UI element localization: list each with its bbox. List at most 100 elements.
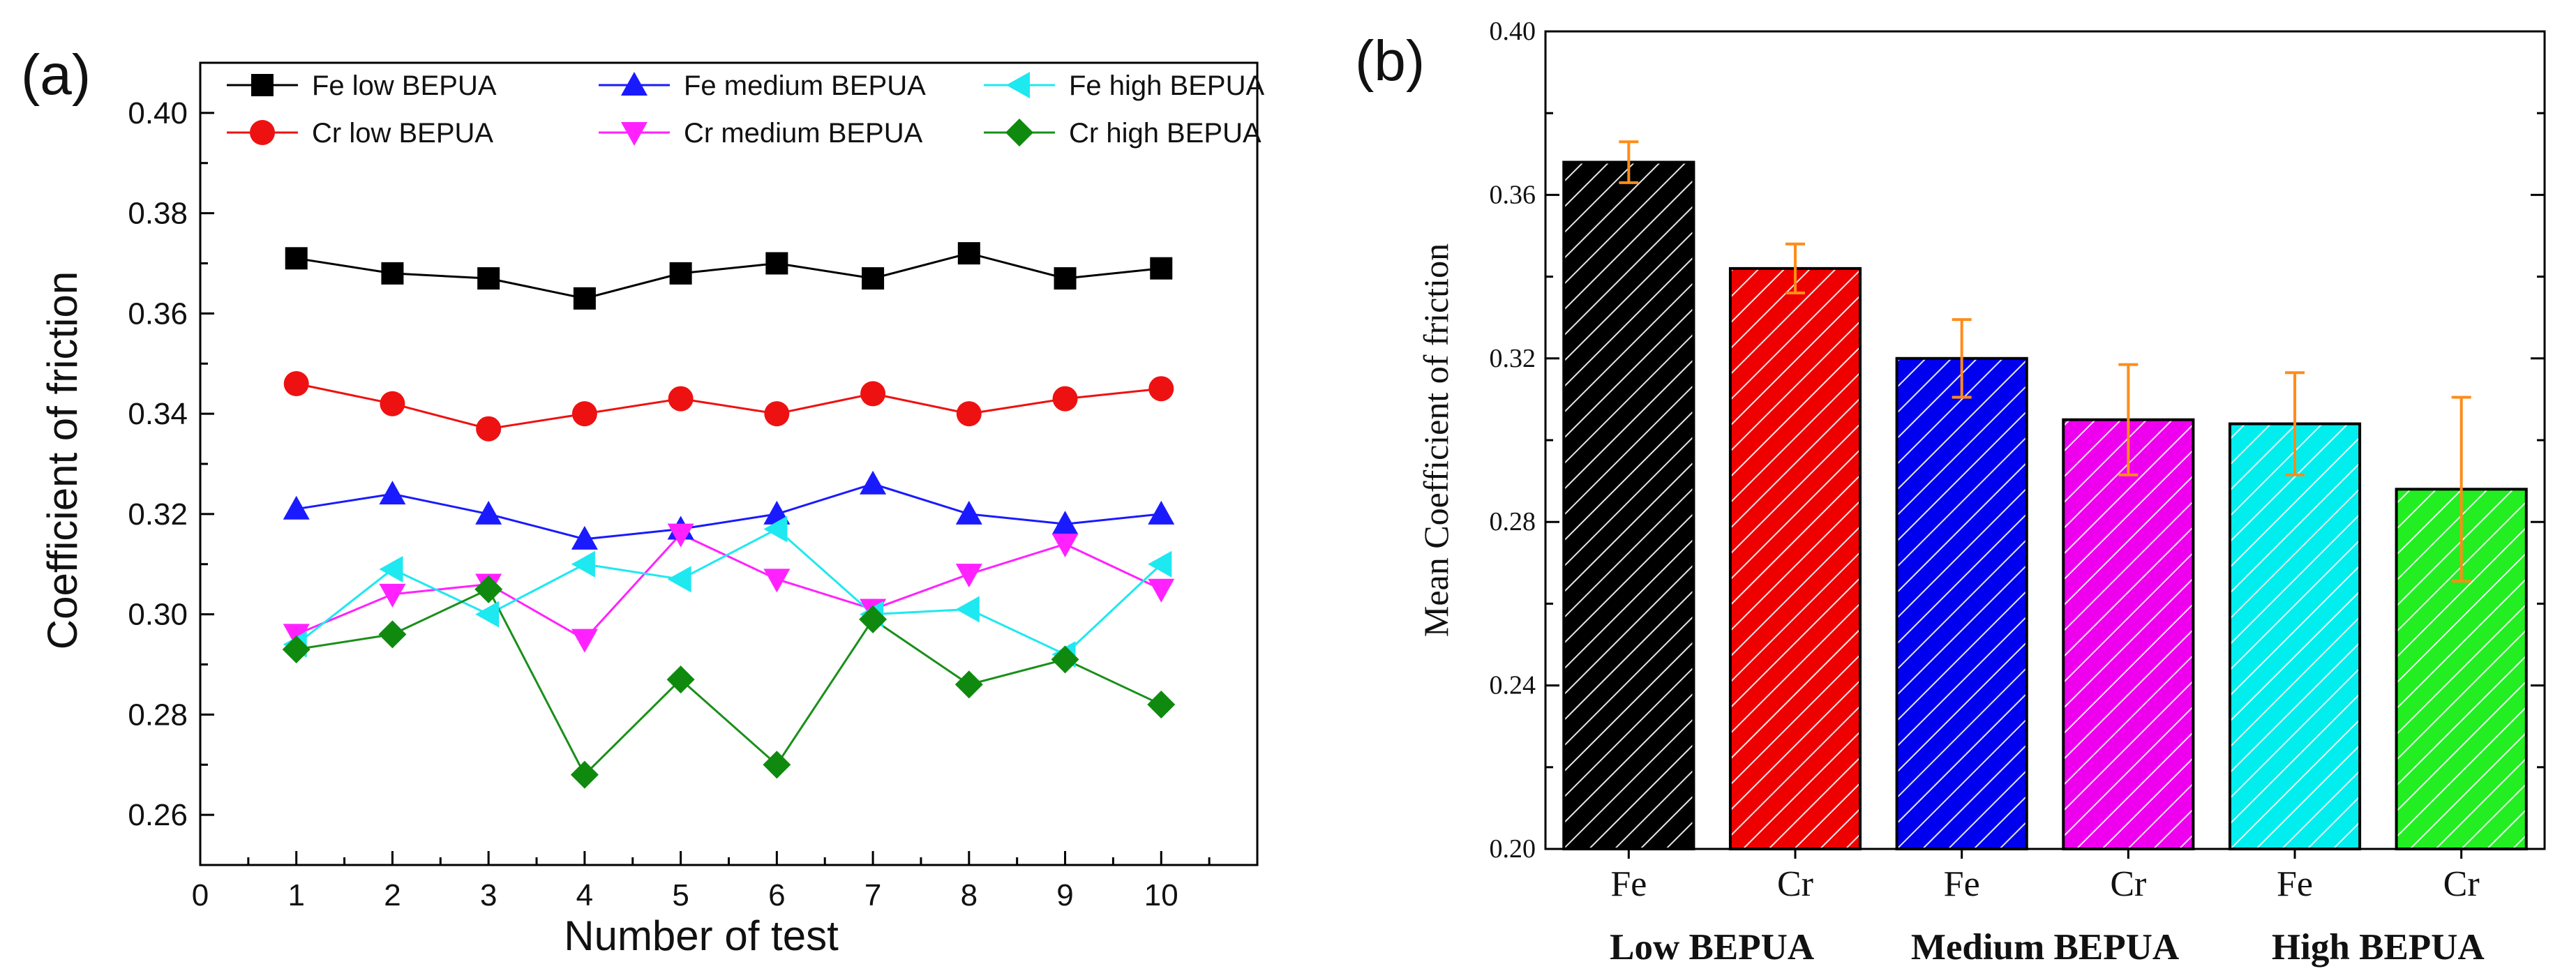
series-lines-a: [295, 252, 1162, 777]
data-point-cr-high-bepua: [763, 751, 791, 779]
data-point-cr-low-bepua: [1148, 376, 1174, 402]
group-label-b: Low BEPUA: [1610, 927, 1814, 968]
data-point-fe-high-bepua: [763, 516, 788, 543]
plot-frame-a: [199, 61, 1259, 866]
x-tick-label-a: 7: [864, 878, 881, 912]
legend-label-fe-medium-bepua: Fe medium BEPUA: [684, 70, 926, 101]
data-point-cr-medium-bepua: [1051, 534, 1079, 557]
y-tick-label-a: 0.40: [128, 96, 188, 130]
x-tick-label-a: 6: [768, 878, 785, 912]
data-point-fe-high-bepua: [667, 566, 691, 593]
line-chart-panel-a: (a) 0 1 2 3 4 5 6 7 8 9 10 0.26 0.28 0.30 0.32 0.34 0.36…: [21, 43, 1264, 959]
y-tick-label-b: 0.36: [1490, 180, 1536, 209]
y-tick-label-b: 0.32: [1490, 344, 1536, 373]
data-point-fe-medium-bepua: [955, 500, 982, 525]
category-label-b: Cr: [2443, 864, 2480, 904]
data-point-cr-medium-bepua: [379, 583, 406, 608]
data-point-fe-medium-bepua: [475, 500, 502, 525]
data-point-fe-low-bepua: [477, 267, 500, 290]
x-tick-label-a: 3: [480, 878, 497, 912]
category-label-b: Fe: [1944, 864, 1980, 904]
x-tick-label-a: 10: [1144, 878, 1178, 912]
data-point-cr-medium-bepua: [571, 629, 598, 653]
y-axis-title-a: Coefficient of friction: [39, 271, 86, 650]
data-point-cr-medium-bepua: [763, 569, 791, 593]
data-point-cr-high-bepua: [570, 760, 599, 789]
y-tick-label-a: 0.34: [128, 397, 188, 431]
data-point-cr-high-bepua: [474, 575, 503, 603]
y-tick-label-a: 0.38: [128, 197, 188, 231]
bars-b: [1562, 160, 2528, 850]
legend-marker-cr-high-bepua: [1005, 119, 1033, 146]
data-point-cr-medium-bepua: [667, 523, 694, 548]
data-point-cr-low-bepua: [380, 391, 405, 416]
y-tick-label-a: 0.32: [128, 497, 188, 532]
data-point-cr-medium-bepua: [955, 564, 982, 588]
data-point-cr-high-bepua: [859, 605, 888, 633]
legend-label-cr-medium-bepua: Cr medium BEPUA: [684, 118, 923, 149]
y-tick-label-b: 0.24: [1490, 671, 1536, 700]
bar-fe-1: [1562, 160, 1695, 850]
plot-frame-b: [1544, 30, 2546, 850]
legend-label-fe-low-bepua: Fe low BEPUA: [312, 70, 497, 101]
data-point-cr-low-bepua: [956, 401, 982, 427]
y-tick-label-a: 0.36: [128, 296, 188, 331]
data-point-cr-low-bepua: [764, 401, 790, 427]
data-point-fe-low-bepua: [957, 242, 980, 265]
data-point-cr-high-bepua: [378, 620, 407, 649]
data-point-cr-low-bepua: [283, 371, 309, 396]
legend-a: Fe low BEPUA Cr low BEPUA Fe medium BEPUA C…: [227, 70, 1264, 149]
y-axis-title-b: Mean Coefficient of friction: [1416, 243, 1455, 637]
series-markers-a: [282, 242, 1176, 789]
data-point-fe-medium-bepua: [860, 470, 887, 495]
data-point-fe-high-bepua: [379, 555, 403, 582]
data-point-fe-low-bepua: [381, 262, 404, 285]
series-line-fe-low-bepua: [296, 252, 1162, 300]
data-point-cr-low-bepua: [476, 416, 502, 442]
data-point-fe-medium-bepua: [571, 525, 598, 550]
group-label-b: Medium BEPUA: [1911, 927, 2179, 968]
y-tick-label-a: 0.26: [128, 798, 188, 832]
data-point-fe-medium-bepua: [1051, 511, 1079, 535]
series-line-fe-high-bepua: [295, 527, 1162, 656]
x-tick-label-a: 1: [287, 878, 304, 912]
y-tick-label-a: 0.30: [128, 598, 188, 632]
data-point-fe-low-bepua: [1150, 257, 1173, 280]
bar-fe-5: [2228, 422, 2362, 850]
data-point-cr-high-bepua: [666, 665, 695, 694]
x-tick-label-a: 5: [672, 878, 689, 912]
data-point-fe-low-bepua: [862, 267, 885, 290]
series-line-cr-low-bepua: [296, 382, 1162, 430]
legend-label-cr-high-bepua: Cr high BEPUA: [1069, 118, 1261, 149]
data-point-fe-high-bepua: [475, 601, 500, 628]
data-point-fe-low-bepua: [1054, 267, 1077, 290]
panel-a-label: (a): [21, 43, 91, 107]
data-point-cr-low-bepua: [860, 381, 886, 407]
category-label-b: Cr: [2110, 864, 2146, 904]
data-point-fe-high-bepua: [955, 596, 980, 623]
legend-marker-cr-low-bepua: [250, 120, 275, 145]
x-axis-title-a: Number of test: [564, 912, 839, 959]
x-tick-label-a: 4: [576, 878, 593, 912]
legend-marker-fe-low-bepua: [251, 74, 274, 96]
series-line-cr-high-bepua: [296, 587, 1162, 777]
bar-cr-4: [2062, 418, 2195, 850]
series-line-fe-medium-bepua: [296, 483, 1162, 541]
y-tick-label-a: 0.28: [128, 698, 188, 732]
y-tick-label-b: 0.40: [1490, 17, 1536, 46]
data-point-cr-low-bepua: [571, 401, 597, 427]
bar-cr-2: [1728, 266, 1862, 850]
data-point-fe-low-bepua: [669, 262, 692, 285]
x-tick-label-a: 2: [384, 878, 400, 912]
legend-label-cr-low-bepua: Cr low BEPUA: [312, 118, 493, 149]
data-point-fe-low-bepua: [573, 287, 596, 310]
data-point-fe-low-bepua: [765, 252, 788, 275]
data-point-cr-high-bepua: [282, 635, 310, 663]
x-tick-label-a: 0: [192, 878, 209, 912]
data-point-fe-medium-bepua: [283, 495, 310, 520]
series-line-cr-medium-bepua: [296, 532, 1162, 641]
legend-marker-cr-medium-bepua: [621, 122, 647, 146]
y-tick-label-b: 0.20: [1490, 834, 1536, 864]
x-tick-label-a: 8: [961, 878, 978, 912]
